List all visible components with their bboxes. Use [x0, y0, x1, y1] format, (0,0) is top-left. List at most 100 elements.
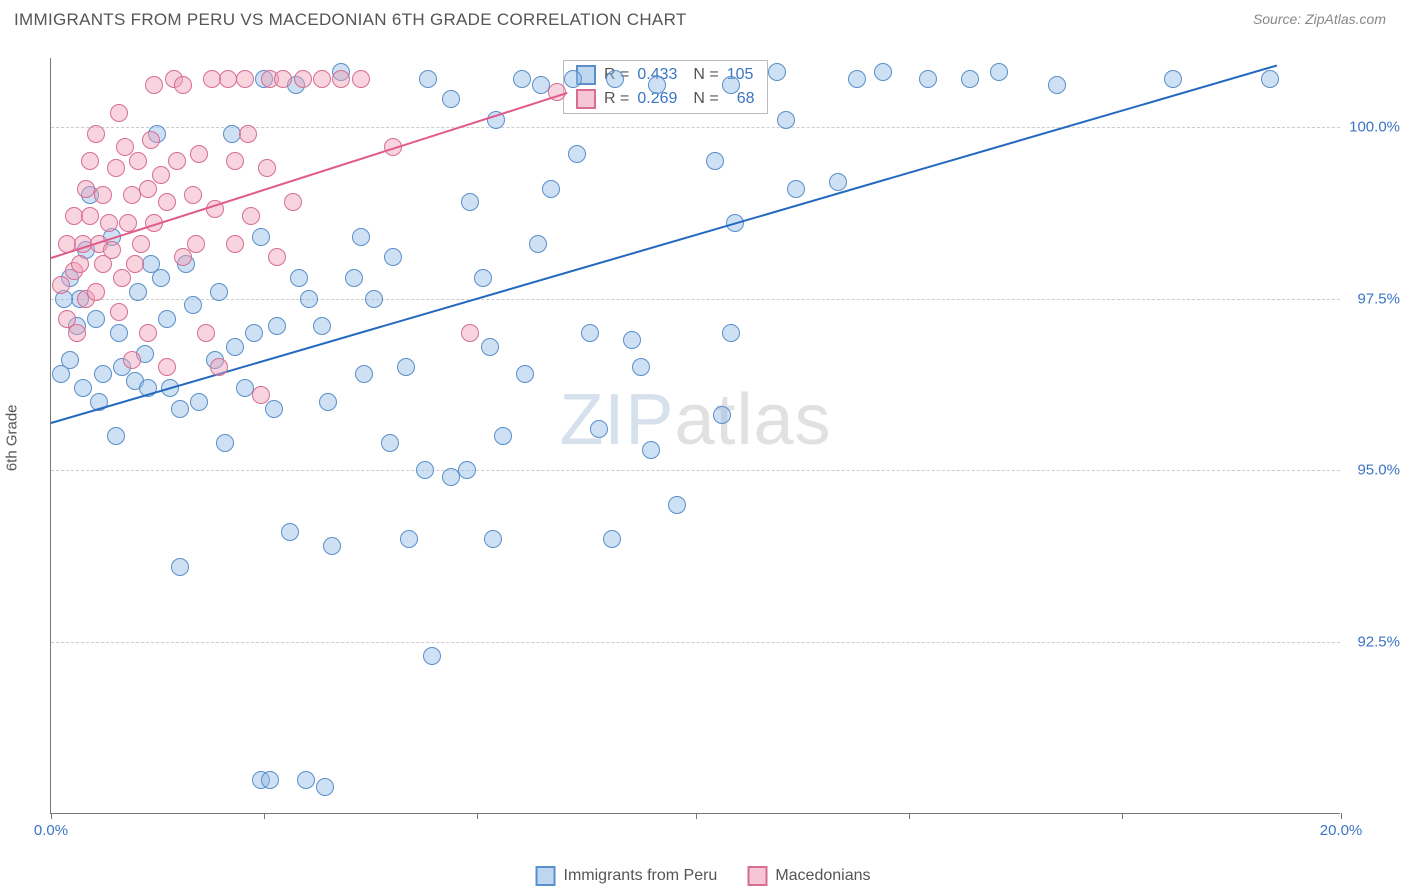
gridline	[51, 470, 1340, 471]
scatter-point	[110, 324, 128, 342]
y-tick-label: 95.0%	[1357, 462, 1400, 479]
scatter-point	[187, 235, 205, 253]
x-tick-mark	[909, 813, 910, 819]
scatter-point	[265, 400, 283, 418]
scatter-point	[564, 70, 582, 88]
scatter-point	[722, 324, 740, 342]
scatter-point	[313, 70, 331, 88]
scatter-point	[484, 530, 502, 548]
scatter-point	[481, 338, 499, 356]
scatter-point	[352, 228, 370, 246]
scatter-point	[874, 63, 892, 81]
scatter-point	[400, 530, 418, 548]
legend-label-mac: Macedonians	[775, 867, 870, 885]
n-label: N =	[693, 66, 718, 84]
scatter-point	[190, 393, 208, 411]
legend-label-peru: Immigrants from Peru	[564, 867, 718, 885]
scatter-point	[706, 152, 724, 170]
scatter-point	[68, 324, 86, 342]
swatch-peru-icon	[536, 866, 556, 886]
scatter-point	[529, 235, 547, 253]
scatter-point	[787, 180, 805, 198]
scatter-point	[648, 76, 666, 94]
source-label: Source: ZipAtlas.com	[1253, 11, 1386, 29]
swatch-mac-icon	[576, 89, 596, 109]
scatter-point	[829, 173, 847, 191]
scatter-point	[474, 269, 492, 287]
watermark-atlas: atlas	[674, 380, 831, 460]
x-tick-mark	[1122, 813, 1123, 819]
scatter-point	[245, 324, 263, 342]
scatter-point	[158, 310, 176, 328]
scatter-point	[542, 180, 560, 198]
scatter-point	[252, 386, 270, 404]
x-tick-mark	[51, 813, 52, 819]
scatter-point	[603, 530, 621, 548]
scatter-point	[239, 125, 257, 143]
scatter-point	[365, 290, 383, 308]
scatter-point	[268, 317, 286, 335]
scatter-point	[313, 317, 331, 335]
scatter-point	[332, 70, 350, 88]
bottom-legend: Immigrants from Peru Macedonians	[536, 866, 871, 886]
scatter-point	[768, 63, 786, 81]
scatter-point	[158, 193, 176, 211]
scatter-point	[113, 269, 131, 287]
scatter-point	[107, 427, 125, 445]
scatter-point	[513, 70, 531, 88]
scatter-point	[152, 166, 170, 184]
scatter-point	[171, 558, 189, 576]
scatter-point	[516, 365, 534, 383]
scatter-point	[281, 523, 299, 541]
scatter-point	[419, 70, 437, 88]
x-tick-label: 0.0%	[34, 822, 68, 839]
scatter-point	[848, 70, 866, 88]
scatter-point	[268, 248, 286, 266]
scatter-point	[129, 283, 147, 301]
scatter-point	[568, 145, 586, 163]
x-tick-mark	[696, 813, 697, 819]
legend-item-mac: Macedonians	[747, 866, 870, 886]
scatter-point	[226, 152, 244, 170]
chart-title: IMMIGRANTS FROM PERU VS MACEDONIAN 6TH G…	[14, 10, 687, 30]
r-label: R =	[604, 90, 629, 108]
scatter-point	[384, 248, 402, 266]
scatter-point	[990, 63, 1008, 81]
scatter-point	[632, 358, 650, 376]
scatter-point	[129, 152, 147, 170]
plot-region: ZIPatlas R = 0.433 N = 105 R = 0.269 N =…	[50, 58, 1340, 814]
scatter-point	[226, 338, 244, 356]
scatter-point	[94, 186, 112, 204]
scatter-point	[168, 152, 186, 170]
scatter-point	[126, 255, 144, 273]
scatter-point	[919, 70, 937, 88]
scatter-point	[300, 290, 318, 308]
x-tick-mark	[264, 813, 265, 819]
scatter-point	[226, 235, 244, 253]
scatter-point	[642, 441, 660, 459]
source-name: ZipAtlas.com	[1305, 11, 1386, 27]
scatter-point	[216, 434, 234, 452]
scatter-point	[722, 76, 740, 94]
scatter-point	[107, 159, 125, 177]
scatter-point	[142, 131, 160, 149]
scatter-point	[184, 296, 202, 314]
scatter-point	[1048, 76, 1066, 94]
scatter-point	[242, 207, 260, 225]
scatter-point	[139, 324, 157, 342]
y-tick-label: 97.5%	[1357, 290, 1400, 307]
scatter-point	[190, 145, 208, 163]
chart-area: ZIPatlas R = 0.433 N = 105 R = 0.269 N =…	[50, 58, 1340, 814]
scatter-point	[352, 70, 370, 88]
scatter-point	[184, 186, 202, 204]
scatter-point	[261, 771, 279, 789]
x-tick-mark	[477, 813, 478, 819]
scatter-point	[139, 180, 157, 198]
scatter-point	[94, 365, 112, 383]
scatter-point	[284, 193, 302, 211]
scatter-point	[210, 283, 228, 301]
scatter-point	[197, 324, 215, 342]
scatter-point	[606, 70, 624, 88]
scatter-point	[132, 235, 150, 253]
scatter-point	[210, 358, 228, 376]
